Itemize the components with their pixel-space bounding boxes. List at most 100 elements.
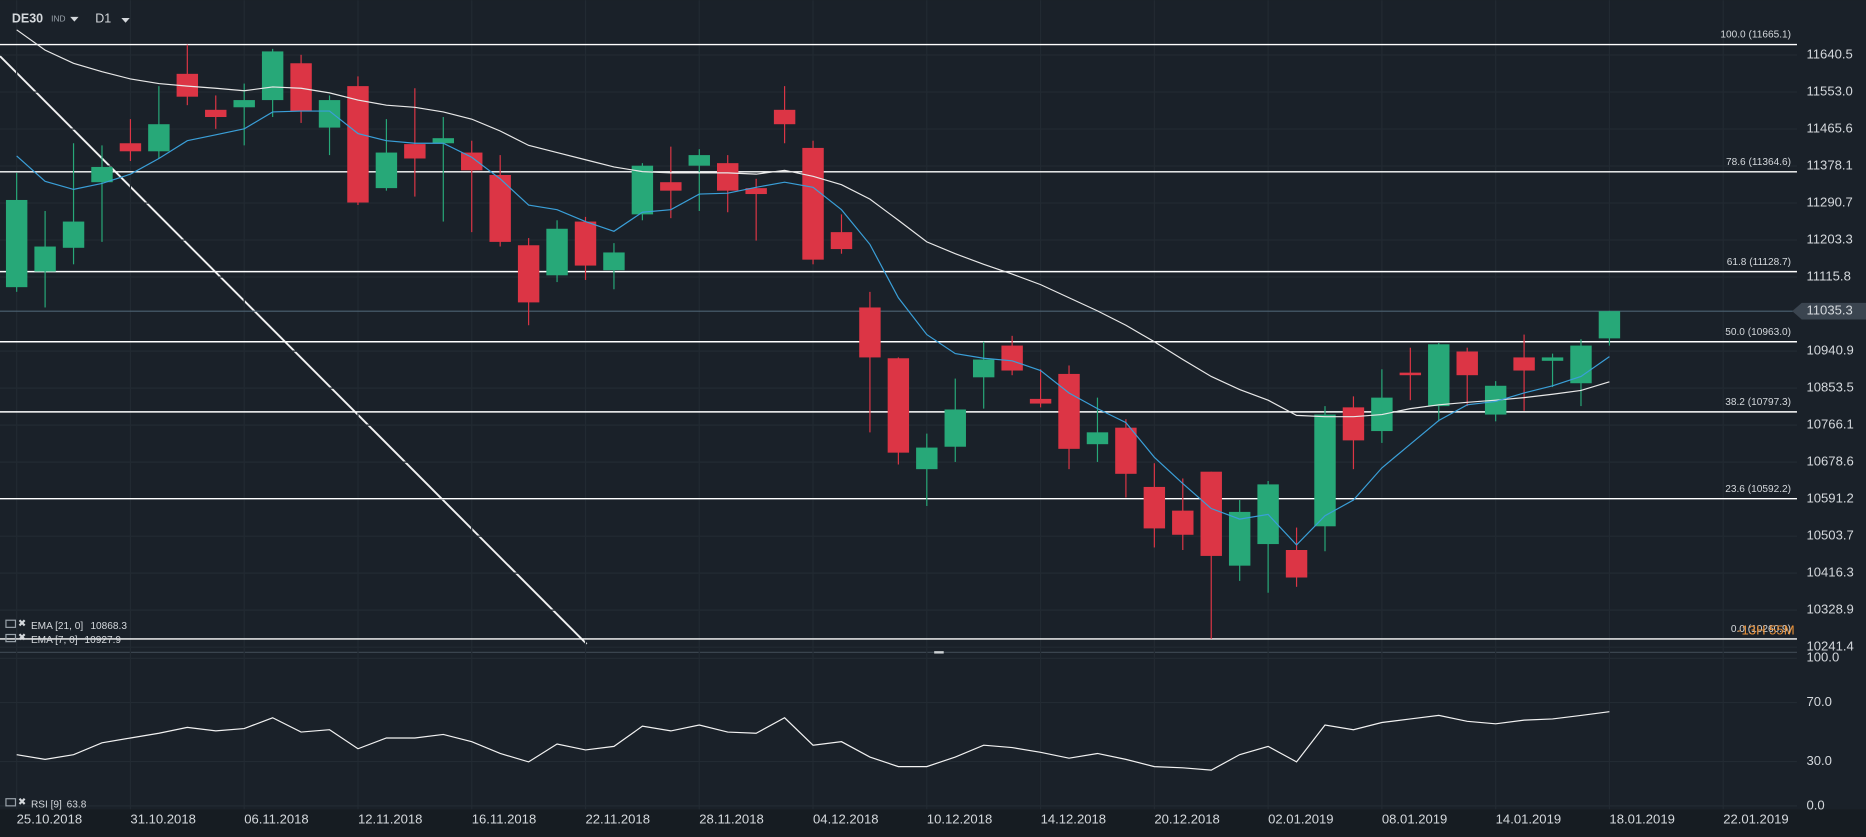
- candle-body: [916, 447, 938, 470]
- candle-body: [859, 307, 881, 358]
- x-tick-label: 25.10.2018: [17, 812, 82, 827]
- x-tick-label: 06.11.2018: [244, 812, 308, 827]
- candle-body: [603, 252, 625, 271]
- y-tick-label: 11465.6: [1806, 120, 1852, 135]
- legend-value: 10927.9: [84, 635, 121, 646]
- x-tick-label: 14.12.2018: [1041, 812, 1106, 827]
- candle-body: [62, 221, 85, 248]
- legend-icon[interactable]: [5, 619, 17, 628]
- legend-close[interactable]: ✖: [18, 797, 26, 808]
- candle-body: [461, 152, 483, 171]
- timeframe[interactable]: D1: [95, 12, 111, 26]
- price-marker-label: 11035.3: [1806, 303, 1852, 318]
- x-tick-label: 14.01.2019: [1496, 812, 1561, 827]
- fib-label: 61.8 (11128.7): [1727, 257, 1791, 268]
- trend-line: [0, 55, 588, 645]
- candle-body: [489, 174, 511, 242]
- candle-body: [5, 199, 28, 288]
- timeframe-dropdown[interactable]: [121, 18, 130, 23]
- x-tick-label: 31.10.2018: [130, 812, 195, 827]
- legend-name: RSI [9]: [31, 799, 62, 810]
- legend-name: EMA [21, 0]: [31, 621, 83, 632]
- candle-body: [261, 51, 284, 101]
- y-tick-label: 10241.4: [1806, 639, 1853, 654]
- candle-body: [404, 144, 426, 159]
- candle-body: [688, 155, 710, 166]
- candle-body: [91, 166, 113, 183]
- candle-body: [119, 143, 142, 152]
- y-tick-label: 0.0: [1806, 797, 1824, 812]
- candle-body: [1285, 549, 1308, 578]
- y-tick-label: 11203.3: [1806, 232, 1852, 247]
- legend-name: EMA [7, 0]: [31, 635, 78, 646]
- price-marker: [1792, 302, 1866, 320]
- candle-body: [148, 124, 170, 152]
- candle-body: [1115, 427, 1137, 474]
- x-tick-label: 16.11.2018: [472, 812, 536, 827]
- ema-line: [16, 29, 1610, 418]
- candle-body: [1228, 511, 1251, 566]
- y-tick-label: 70.0: [1806, 694, 1831, 709]
- candle-body: [375, 152, 398, 189]
- candle-body: [660, 182, 682, 191]
- candle-body: [290, 63, 312, 112]
- legend-icon[interactable]: [5, 798, 17, 807]
- fib-label: 100.0 (11665.1): [1720, 30, 1791, 41]
- candle-body: [1513, 357, 1535, 371]
- x-tick-label: 10.12.2018: [927, 812, 992, 827]
- candle-body: [1541, 357, 1564, 361]
- y-tick-label: 100.0: [1806, 650, 1839, 665]
- ema-legend: ✖ EMA [21, 0] 10868.3 ✖ EMA [7, 0] 10927…: [5, 618, 127, 810]
- y-tick-label: 10503.7: [1806, 528, 1853, 543]
- candle-body: [1058, 373, 1080, 449]
- fib-label: 23.6 (10592.2): [1725, 484, 1791, 495]
- candle-body: [1200, 471, 1222, 556]
- x-tick-label: 02.01.2019: [1268, 812, 1333, 827]
- candle-body: [1570, 345, 1592, 384]
- candle-body: [1428, 344, 1450, 407]
- candle-body: [1314, 414, 1336, 527]
- candle-body: [773, 109, 796, 125]
- y-tick-label: 11290.7: [1806, 195, 1852, 210]
- y-tick-label: 10591.2: [1806, 491, 1853, 506]
- candle-body: [1143, 486, 1166, 529]
- x-tick-label: 04.12.2018: [813, 812, 878, 827]
- y-tick-label: 11553.0: [1806, 83, 1852, 98]
- candle-body: [546, 228, 568, 276]
- legend-icon[interactable]: [5, 633, 17, 643]
- candle-body: [347, 86, 369, 203]
- candle-body: [1172, 510, 1194, 535]
- x-tick-label: 18.01.2019: [1609, 812, 1674, 827]
- y-tick-label: 30.0: [1806, 753, 1831, 768]
- x-tick-label: 28.11.2018: [699, 812, 763, 827]
- legend-close[interactable]: ✖: [18, 633, 26, 644]
- candle-body: [34, 246, 56, 272]
- candle-body: [432, 138, 455, 144]
- candle-body: [631, 165, 654, 215]
- instrument-type: IND: [51, 13, 65, 23]
- fib-label: 78.6 (11364.6): [1726, 157, 1791, 168]
- candle-body: [830, 232, 853, 250]
- ema-line: [16, 110, 1610, 546]
- candle-body: [1001, 345, 1023, 371]
- x-tick-label: 22.01.2019: [1723, 812, 1788, 827]
- candle-body: [1029, 398, 1052, 404]
- x-tick-label: 12.11.2018: [358, 812, 422, 827]
- candle-body: [887, 358, 910, 453]
- y-tick-label: 10940.9: [1806, 343, 1853, 358]
- symbol[interactable]: DE30: [12, 12, 43, 26]
- candle-body: [972, 359, 995, 378]
- legend-close[interactable]: ✖: [18, 618, 26, 629]
- candle-body: [1598, 311, 1621, 339]
- y-tick-label: 10853.5: [1806, 380, 1853, 395]
- legend-value: 10868.3: [90, 621, 127, 632]
- symbol-dropdown[interactable]: [70, 16, 79, 22]
- x-tick-label: 08.01.2019: [1382, 812, 1447, 827]
- candle-body: [176, 73, 199, 97]
- candle-body: [205, 109, 227, 118]
- candle-body: [574, 221, 597, 266]
- y-tick-label: 10416.3: [1806, 565, 1853, 580]
- y-tick-label: 10678.6: [1806, 454, 1853, 469]
